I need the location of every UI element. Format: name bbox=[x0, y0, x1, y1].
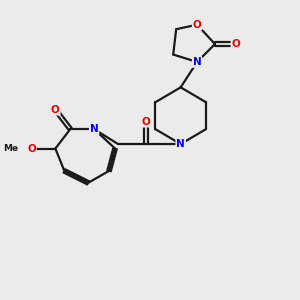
Text: Me: Me bbox=[3, 144, 18, 153]
Text: N: N bbox=[176, 139, 185, 149]
Text: O: O bbox=[51, 105, 60, 115]
Text: O: O bbox=[27, 143, 36, 154]
Text: O: O bbox=[193, 20, 202, 30]
Text: O: O bbox=[232, 39, 240, 49]
Text: N: N bbox=[193, 57, 202, 67]
Text: O: O bbox=[142, 117, 151, 127]
Text: N: N bbox=[90, 124, 98, 134]
